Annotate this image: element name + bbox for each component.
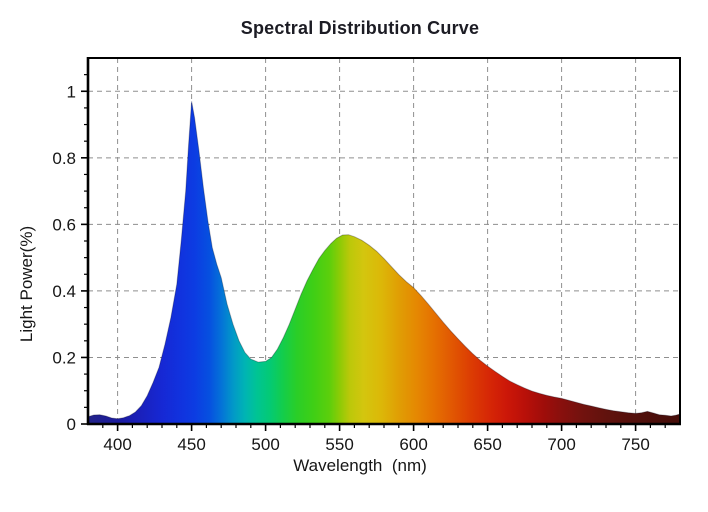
y-tick-label: 0.2 <box>52 348 76 367</box>
axis-tick-marks <box>81 74 666 431</box>
x-tick-label: 600 <box>399 435 427 454</box>
y-tick-label: 0.6 <box>52 215 76 234</box>
x-axis-label: Wavelength (nm) <box>293 456 427 475</box>
axis-tick-labels: 400 450 500 550 600 650 700 750 0 0.2 0.4 0.6 0.8 1 <box>52 82 649 454</box>
x-tick-label: 500 <box>251 435 279 454</box>
x-tick-label: 650 <box>473 435 501 454</box>
spectrum-curve-edge <box>87 101 681 420</box>
spectrum-curve-fill <box>88 101 680 425</box>
x-tick-label: 750 <box>621 435 649 454</box>
spectrum-area <box>87 101 681 425</box>
x-tick-label: 700 <box>547 435 575 454</box>
y-tick-label: 0 <box>67 415 76 434</box>
x-tick-label: 450 <box>177 435 205 454</box>
y-tick-label: 0.4 <box>52 282 76 301</box>
chart-title: Spectral Distribution Curve <box>240 18 480 38</box>
y-tick-label: 0.8 <box>52 149 76 168</box>
x-tick-label: 400 <box>103 435 131 454</box>
x-tick-label: 550 <box>325 435 353 454</box>
y-tick-label: 1 <box>67 82 76 101</box>
